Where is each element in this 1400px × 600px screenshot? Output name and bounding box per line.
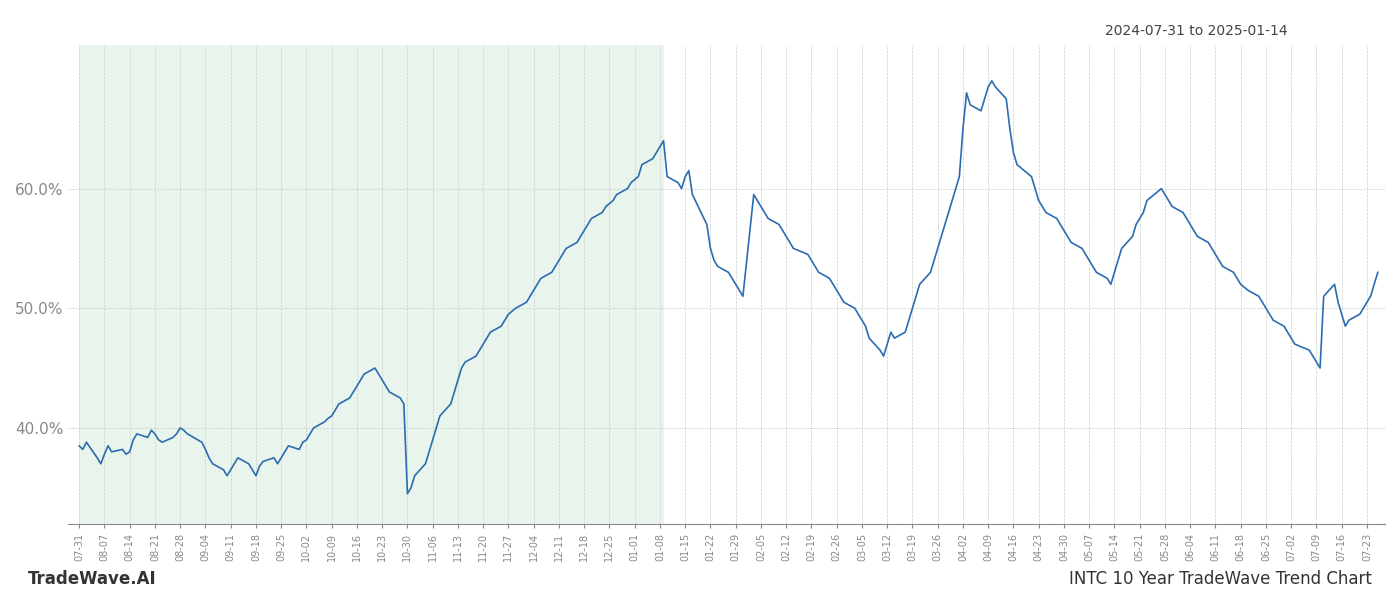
Text: 2024-07-31 to 2025-01-14: 2024-07-31 to 2025-01-14 [1106, 24, 1288, 38]
Text: TradeWave.AI: TradeWave.AI [28, 570, 157, 588]
Bar [80, 45, 664, 524]
Text: INTC 10 Year TradeWave Trend Chart: INTC 10 Year TradeWave Trend Chart [1070, 570, 1372, 588]
